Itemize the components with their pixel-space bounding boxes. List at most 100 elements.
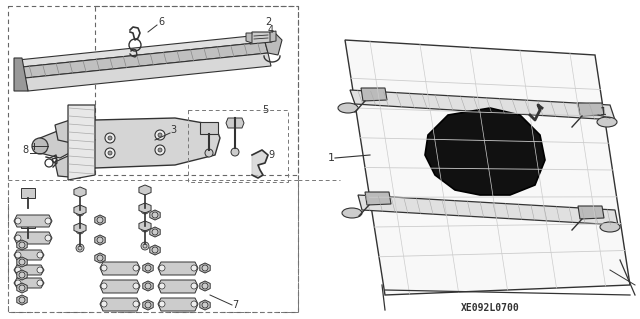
Circle shape	[15, 218, 21, 224]
Circle shape	[159, 301, 165, 307]
Polygon shape	[139, 185, 151, 195]
Polygon shape	[95, 235, 105, 245]
Polygon shape	[200, 281, 210, 291]
Polygon shape	[21, 218, 35, 228]
Polygon shape	[143, 300, 153, 310]
Circle shape	[133, 283, 139, 289]
Ellipse shape	[342, 208, 362, 218]
Circle shape	[15, 235, 21, 241]
Ellipse shape	[597, 117, 617, 127]
Text: 4: 4	[268, 25, 274, 35]
Polygon shape	[17, 240, 27, 250]
Circle shape	[159, 265, 165, 271]
Polygon shape	[143, 263, 153, 273]
Polygon shape	[578, 103, 604, 116]
Text: XE092L0700: XE092L0700	[461, 303, 520, 313]
Circle shape	[191, 265, 197, 271]
Polygon shape	[200, 263, 210, 273]
Circle shape	[101, 301, 107, 307]
Circle shape	[108, 151, 112, 155]
Polygon shape	[158, 280, 198, 293]
Polygon shape	[18, 35, 265, 67]
Polygon shape	[55, 155, 95, 178]
Polygon shape	[95, 253, 105, 263]
Circle shape	[37, 267, 43, 273]
Polygon shape	[365, 192, 391, 205]
Circle shape	[155, 145, 165, 155]
Circle shape	[191, 301, 197, 307]
Polygon shape	[578, 206, 604, 219]
Circle shape	[76, 208, 84, 216]
Polygon shape	[17, 295, 27, 305]
Polygon shape	[150, 227, 160, 237]
Text: 2: 2	[265, 17, 271, 27]
Polygon shape	[22, 42, 268, 78]
Polygon shape	[85, 118, 220, 168]
Circle shape	[133, 301, 139, 307]
Polygon shape	[14, 232, 52, 244]
Polygon shape	[158, 262, 198, 275]
Polygon shape	[150, 210, 160, 220]
Polygon shape	[150, 245, 160, 255]
Polygon shape	[95, 215, 105, 225]
Text: 5: 5	[262, 105, 268, 115]
Circle shape	[32, 138, 48, 154]
Polygon shape	[17, 283, 27, 293]
Polygon shape	[74, 187, 86, 197]
Circle shape	[76, 226, 84, 234]
Polygon shape	[55, 120, 95, 145]
Polygon shape	[350, 90, 615, 120]
Polygon shape	[200, 122, 218, 134]
Circle shape	[37, 252, 43, 258]
Polygon shape	[14, 265, 44, 275]
Circle shape	[15, 267, 21, 273]
Polygon shape	[14, 278, 44, 288]
Polygon shape	[17, 257, 27, 267]
Polygon shape	[100, 298, 140, 311]
Circle shape	[159, 283, 165, 289]
Ellipse shape	[600, 222, 620, 232]
Polygon shape	[139, 203, 151, 213]
Polygon shape	[158, 298, 198, 311]
Polygon shape	[25, 53, 271, 91]
Polygon shape	[21, 188, 35, 198]
Circle shape	[155, 130, 165, 140]
Polygon shape	[100, 262, 140, 275]
Polygon shape	[14, 250, 44, 260]
Polygon shape	[143, 281, 153, 291]
Polygon shape	[74, 223, 86, 233]
Circle shape	[76, 244, 84, 252]
Circle shape	[108, 136, 112, 140]
Text: 1: 1	[328, 153, 335, 163]
Text: 3: 3	[170, 125, 176, 135]
Polygon shape	[139, 221, 151, 231]
Circle shape	[15, 252, 21, 258]
Circle shape	[15, 280, 21, 286]
Text: 7: 7	[232, 300, 238, 310]
Circle shape	[37, 280, 43, 286]
Text: 8: 8	[22, 145, 28, 155]
Circle shape	[133, 265, 139, 271]
Circle shape	[158, 133, 162, 137]
Circle shape	[105, 133, 115, 143]
Polygon shape	[250, 32, 272, 44]
Polygon shape	[14, 58, 28, 91]
Polygon shape	[252, 150, 268, 178]
Circle shape	[141, 242, 149, 250]
Polygon shape	[200, 300, 210, 310]
Polygon shape	[270, 31, 276, 42]
Polygon shape	[260, 33, 282, 55]
Polygon shape	[68, 105, 95, 180]
Polygon shape	[14, 215, 52, 227]
Circle shape	[45, 235, 51, 241]
Polygon shape	[246, 33, 252, 43]
Circle shape	[205, 149, 213, 157]
Circle shape	[141, 224, 149, 232]
Circle shape	[141, 206, 149, 214]
Polygon shape	[358, 195, 618, 225]
Polygon shape	[17, 270, 27, 280]
Circle shape	[105, 148, 115, 158]
Polygon shape	[74, 205, 86, 215]
Polygon shape	[425, 108, 545, 195]
Circle shape	[45, 218, 51, 224]
